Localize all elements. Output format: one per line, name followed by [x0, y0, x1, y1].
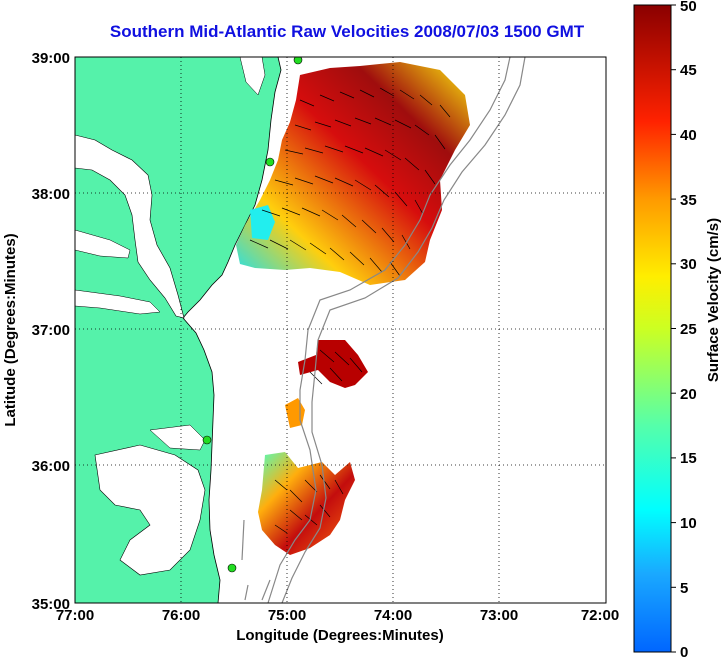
colorbar-tick-label: 0 — [680, 644, 688, 659]
colorbar-label: Surface Velocity (cm/s) — [705, 218, 722, 382]
x-tick-label: 72:00 — [581, 607, 619, 624]
colorbar-tick-labels: 50 45 40 35 30 25 20 15 10 5 0 — [680, 0, 697, 659]
y-tick-label: 35:00 — [32, 596, 70, 613]
y-tick-label: 36:00 — [32, 458, 70, 475]
y-tick-label: 37:00 — [32, 322, 70, 339]
colorbar-tick-label: 5 — [680, 580, 688, 597]
station-marker — [293, 57, 303, 65]
y-axis-label: Latitude (Degrees:Minutes) — [2, 233, 19, 426]
x-tick-label: 76:00 — [162, 607, 200, 624]
plot-frame — [74, 56, 607, 604]
colorbar-ticks — [671, 4, 676, 653]
station-marker — [227, 563, 237, 573]
x-tick-label: 73:00 — [480, 607, 518, 624]
y-tick-label: 38:00 — [32, 186, 70, 203]
velocity-field-middle — [298, 340, 368, 388]
velocity-field-north — [236, 62, 470, 285]
x-tick-label: 74:00 — [374, 607, 412, 624]
colorbar-tick-label: 35 — [680, 192, 697, 209]
x-tick-label: 77:00 — [56, 607, 94, 624]
colorbar-tick-label: 10 — [680, 515, 697, 532]
chesapeake-bay — [75, 134, 185, 319]
pamlico-sound — [94, 444, 206, 576]
x-tick-label: 75:00 — [268, 607, 306, 624]
station-marker — [202, 435, 212, 445]
velocity-field-south — [258, 452, 355, 555]
x-axis-label: Longitude (Degrees:Minutes) — [236, 627, 444, 644]
y-tick-label: 39:00 — [32, 50, 70, 67]
colorbar-tick-label: 25 — [680, 321, 697, 338]
station-marker — [265, 157, 275, 167]
grid-lines — [75, 57, 606, 603]
colorbar-tick-label: 50 — [680, 0, 697, 15]
bathymetry-contours — [241, 57, 526, 603]
colorbar — [633, 4, 672, 653]
colorbar-tick-label: 40 — [680, 127, 697, 144]
velocity-vectors — [249, 87, 451, 534]
y-axis-ticks: 39:00 38:00 37:00 36:00 35:00 — [32, 50, 70, 613]
colorbar-tick-label: 15 — [680, 450, 697, 467]
colorbar-tick-label: 30 — [680, 256, 697, 273]
map-title: Southern Mid-Atlantic Raw Velocities 200… — [109, 22, 585, 41]
x-axis-ticks: 77:00 76:00 75:00 74:00 73:00 72:00 — [56, 607, 619, 624]
colorbar-tick-label: 45 — [680, 62, 697, 79]
colorbar-tick-label: 20 — [680, 386, 697, 403]
